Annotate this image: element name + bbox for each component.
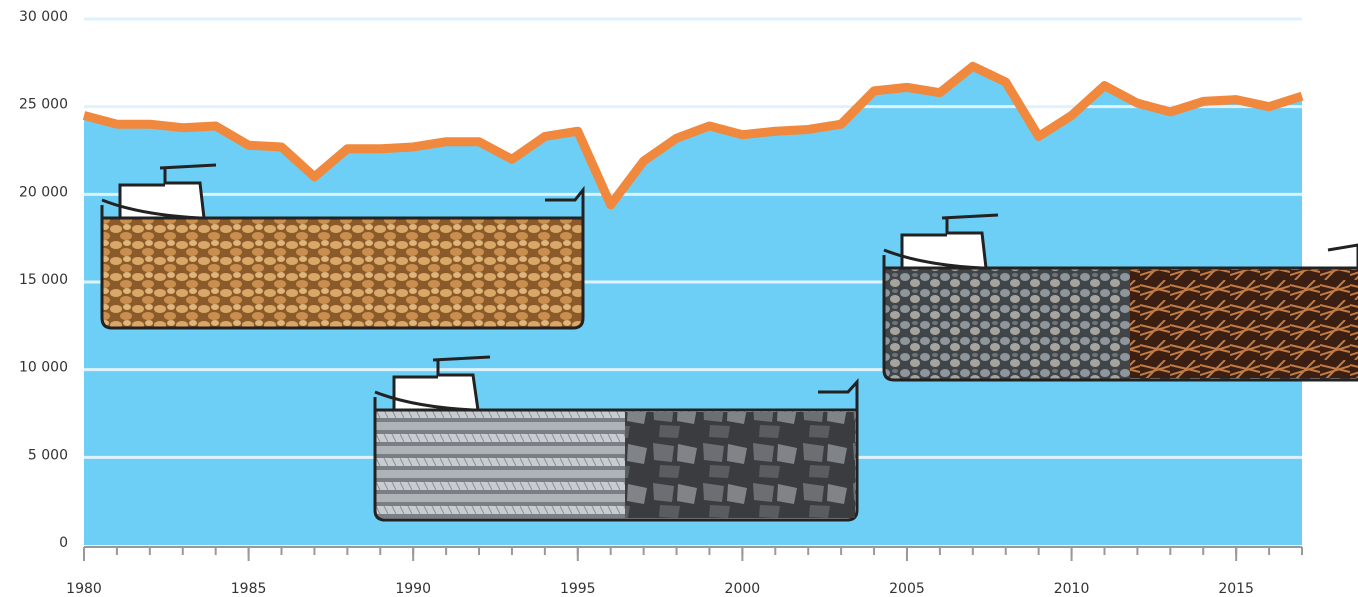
x-tick-label: 1990 (395, 581, 431, 597)
x-tick-label: 2005 (889, 581, 925, 597)
x-tick-label: 1980 (66, 581, 102, 597)
y-tick-label: 10 000 (19, 360, 68, 376)
y-tick-label: 30 000 (19, 9, 68, 25)
y-tick-label: 20 000 (19, 184, 68, 200)
x-tick-label: 2015 (1218, 581, 1254, 597)
x-tick-label: 2010 (1054, 581, 1090, 597)
y-tick-label: 5 000 (28, 447, 68, 463)
x-tick-label: 1995 (560, 581, 596, 597)
x-tick-label: 1985 (231, 581, 267, 597)
chart: 0 5 000 10 000 15 000 20 000 25 000 30 000 1980… (0, 0, 1358, 597)
x-tick-label: 2000 (725, 581, 761, 597)
y-tick-label: 15 000 (19, 272, 68, 288)
y-tick-label: 0 (59, 535, 68, 551)
y-tick-label: 25 000 (19, 97, 68, 113)
